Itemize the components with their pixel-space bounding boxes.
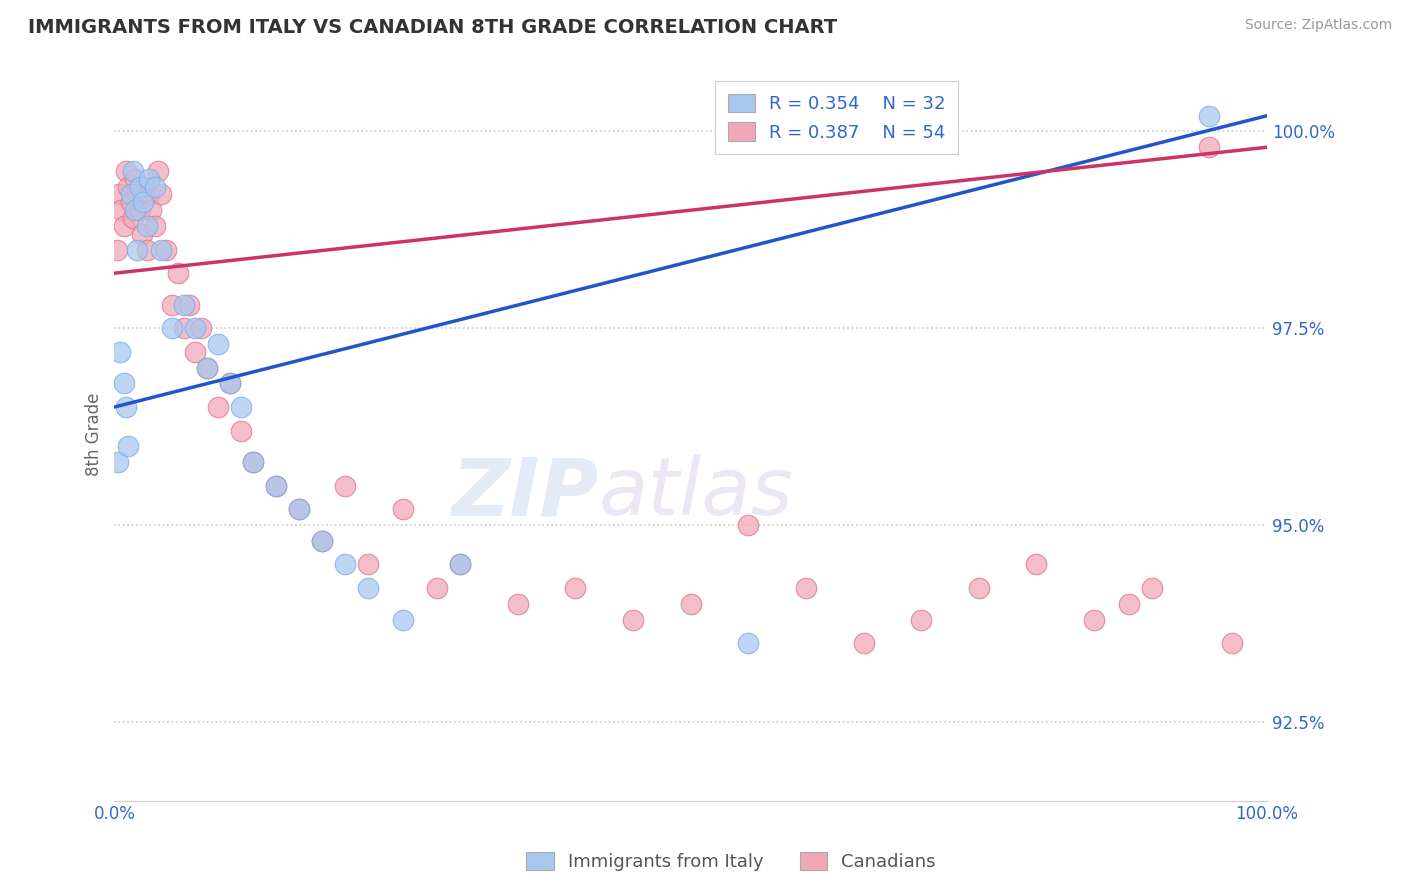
Point xyxy=(737,518,759,533)
Point xyxy=(207,337,229,351)
Point xyxy=(160,321,183,335)
Point xyxy=(110,203,132,218)
Point xyxy=(737,636,759,650)
Point xyxy=(564,581,586,595)
Point xyxy=(107,455,129,469)
Point xyxy=(1083,613,1105,627)
Point xyxy=(794,581,817,595)
Point xyxy=(135,219,157,233)
Point xyxy=(143,179,166,194)
Point xyxy=(149,187,172,202)
Point xyxy=(143,219,166,233)
Point xyxy=(311,533,333,548)
Point xyxy=(127,187,149,202)
Point xyxy=(218,376,240,391)
Point xyxy=(166,266,188,280)
Point xyxy=(288,502,311,516)
Point xyxy=(506,597,529,611)
Point xyxy=(242,455,264,469)
Point xyxy=(131,227,153,241)
Point xyxy=(967,581,990,595)
Point xyxy=(242,455,264,469)
Point xyxy=(148,164,170,178)
Point xyxy=(333,558,356,572)
Point xyxy=(124,171,146,186)
Point xyxy=(357,581,380,595)
Point xyxy=(264,479,287,493)
Point xyxy=(426,581,449,595)
Point xyxy=(117,439,139,453)
Point xyxy=(115,400,138,414)
Point xyxy=(231,424,253,438)
Point xyxy=(910,613,932,627)
Text: IMMIGRANTS FROM ITALY VS CANADIAN 8TH GRADE CORRELATION CHART: IMMIGRANTS FROM ITALY VS CANADIAN 8TH GR… xyxy=(28,18,837,37)
Point xyxy=(195,360,218,375)
Point xyxy=(449,558,471,572)
Point xyxy=(128,179,150,194)
Y-axis label: 8th Grade: 8th Grade xyxy=(86,392,103,476)
Point xyxy=(121,211,143,225)
Legend: Immigrants from Italy, Canadians: Immigrants from Italy, Canadians xyxy=(519,845,943,879)
Point xyxy=(127,243,149,257)
Point xyxy=(190,321,212,335)
Point xyxy=(173,321,195,335)
Point xyxy=(288,502,311,516)
Point xyxy=(1220,636,1243,650)
Point xyxy=(679,597,702,611)
Point xyxy=(112,219,135,233)
Point xyxy=(134,179,156,194)
Point xyxy=(391,613,413,627)
Point xyxy=(138,187,160,202)
Point xyxy=(105,243,128,257)
Point xyxy=(357,558,380,572)
Point xyxy=(108,345,131,359)
Point xyxy=(160,298,183,312)
Point xyxy=(218,376,240,391)
Point xyxy=(141,203,163,218)
Point xyxy=(333,479,356,493)
Legend: R = 0.354    N = 32, R = 0.387    N = 54: R = 0.354 N = 32, R = 0.387 N = 54 xyxy=(714,81,959,154)
Point xyxy=(621,613,644,627)
Point xyxy=(128,203,150,218)
Point xyxy=(121,164,143,178)
Point xyxy=(264,479,287,493)
Point xyxy=(1140,581,1163,595)
Point xyxy=(231,400,253,414)
Point xyxy=(120,195,142,210)
Point xyxy=(115,164,138,178)
Point xyxy=(852,636,875,650)
Point xyxy=(155,243,177,257)
Point xyxy=(184,321,207,335)
Point xyxy=(124,203,146,218)
Text: ZIP: ZIP xyxy=(451,454,599,533)
Point xyxy=(207,400,229,414)
Point xyxy=(149,243,172,257)
Point xyxy=(135,243,157,257)
Text: atlas: atlas xyxy=(599,454,793,533)
Point xyxy=(449,558,471,572)
Point xyxy=(179,298,201,312)
Point xyxy=(1198,140,1220,154)
Point xyxy=(132,195,155,210)
Point xyxy=(117,179,139,194)
Point xyxy=(195,360,218,375)
Point xyxy=(120,187,142,202)
Point xyxy=(311,533,333,548)
Point xyxy=(1118,597,1140,611)
Point xyxy=(391,502,413,516)
Point xyxy=(112,376,135,391)
Point xyxy=(138,171,160,186)
Point xyxy=(184,345,207,359)
Point xyxy=(1025,558,1047,572)
Point xyxy=(108,187,131,202)
Text: Source: ZipAtlas.com: Source: ZipAtlas.com xyxy=(1244,18,1392,32)
Point xyxy=(1198,109,1220,123)
Point xyxy=(173,298,195,312)
